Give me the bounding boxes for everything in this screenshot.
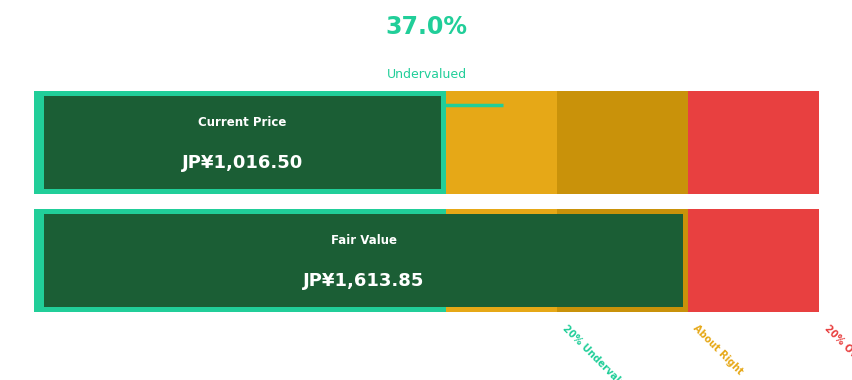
Text: JP¥1,016.50: JP¥1,016.50 (181, 154, 303, 173)
Text: 20% Undervalued: 20% Undervalued (560, 323, 636, 380)
Bar (446, 209, 556, 312)
Text: About Right: About Right (691, 323, 745, 377)
Bar (556, 91, 688, 194)
Text: Fair Value: Fair Value (331, 234, 396, 247)
Bar (688, 209, 818, 312)
Text: Undervalued: Undervalued (386, 68, 466, 81)
Bar (34, 91, 446, 194)
Bar (34, 209, 446, 312)
Bar (44, 214, 682, 307)
Bar (556, 209, 688, 312)
Text: Current Price: Current Price (199, 116, 286, 129)
Text: JP¥1,613.85: JP¥1,613.85 (302, 272, 423, 290)
Text: 37.0%: 37.0% (385, 15, 467, 39)
Bar (446, 91, 556, 194)
Text: 20% Overvalued: 20% Overvalued (821, 323, 852, 380)
Bar (688, 91, 818, 194)
Bar (44, 96, 440, 189)
